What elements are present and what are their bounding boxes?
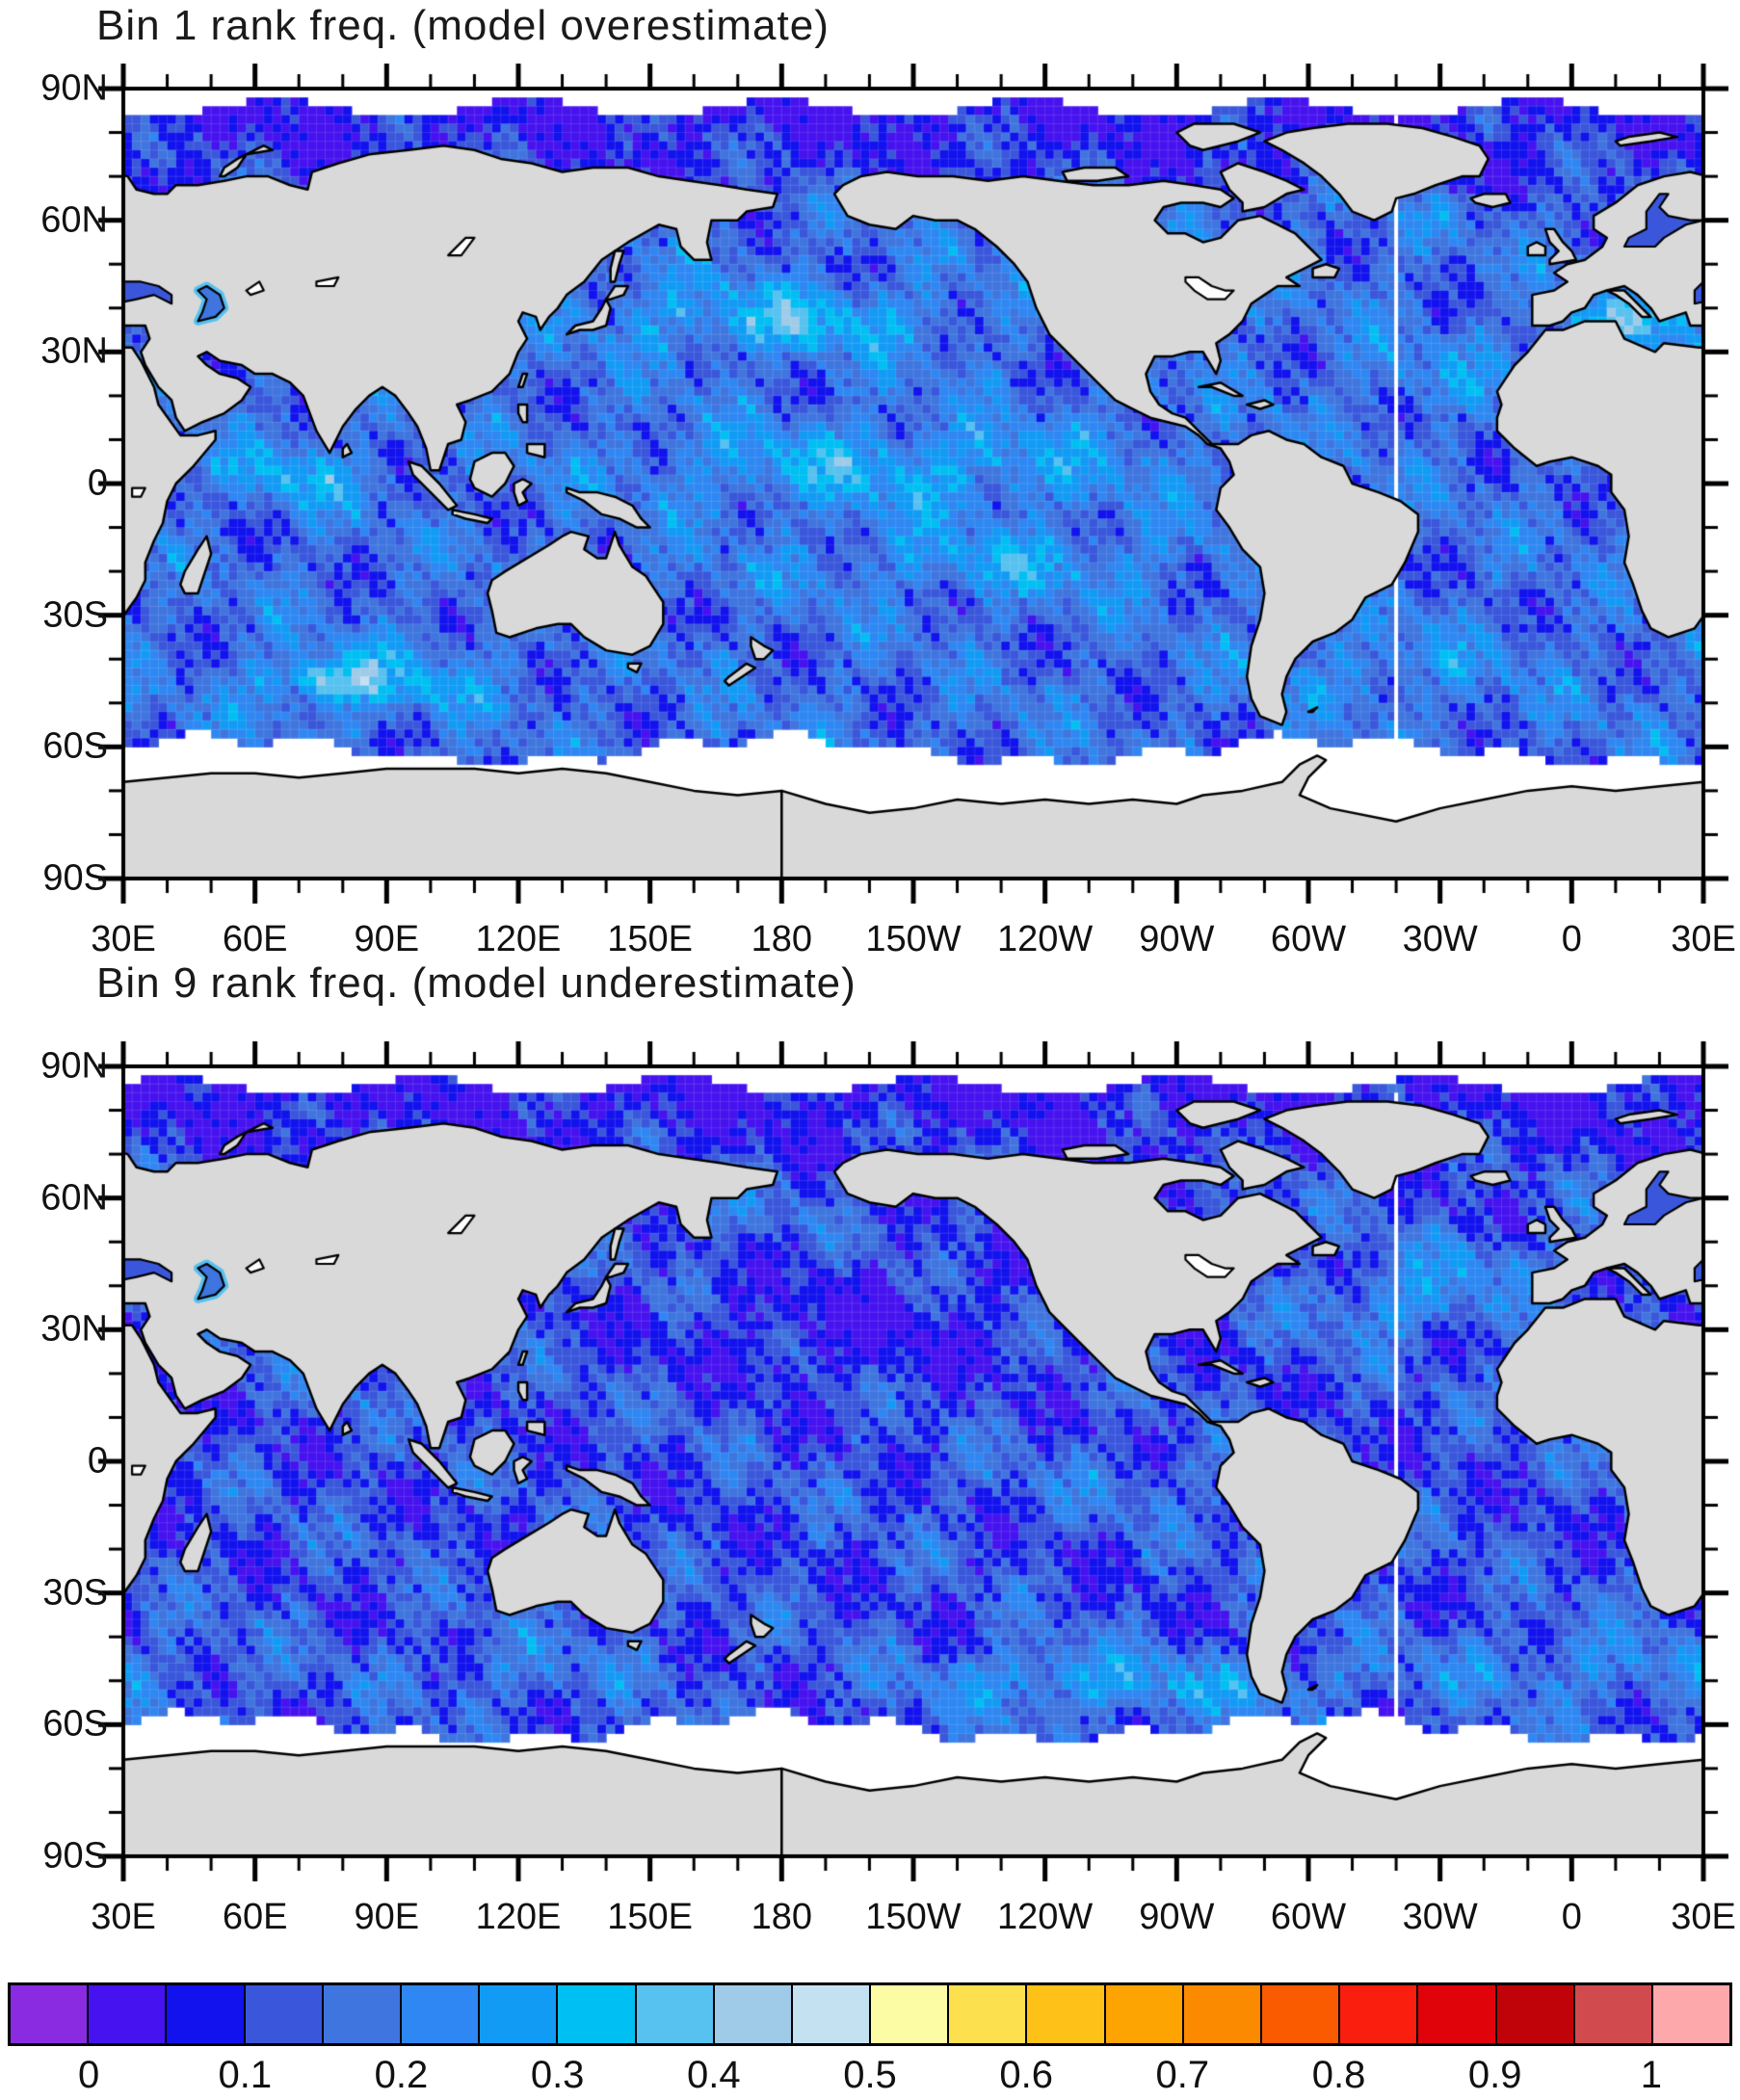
colorbar-cell <box>321 1985 400 2043</box>
colorbar-cell <box>1416 1985 1495 2043</box>
y-tick-label: 30N <box>40 1308 108 1350</box>
panel2-map-canvas <box>94 1037 1732 1885</box>
y-tick-label: 60N <box>40 199 108 241</box>
colorbar-cell <box>712 1985 791 2043</box>
colorbar-cell <box>634 1985 713 2043</box>
colorbar-cell <box>869 1985 948 2043</box>
x-tick-label: 60E <box>222 919 288 959</box>
colorbar-tick-label: 0.9 <box>1467 2054 1522 2096</box>
x-tick-label: 90E <box>354 1897 420 1937</box>
y-tick-label: 30S <box>42 1572 108 1614</box>
y-tick-label: 60S <box>42 725 108 767</box>
x-tick-label: 150W <box>865 1897 962 1937</box>
colorbar-cell <box>556 1985 635 2043</box>
x-tick-label: 90W <box>1139 1897 1215 1937</box>
y-tick-label: 30N <box>40 330 108 372</box>
colorbar-cell <box>1025 1985 1104 2043</box>
colorbar-tick-label: 0.4 <box>687 2054 741 2096</box>
colorbar-tick-label: 0.7 <box>1155 2054 1210 2096</box>
x-tick-label: 60W <box>1270 919 1347 959</box>
colorbar-tick-label: 0.6 <box>999 2054 1053 2096</box>
x-tick-label: 150W <box>865 919 962 959</box>
y-tick-label: 90S <box>42 857 108 899</box>
colorbar-cell <box>11 1985 88 2043</box>
y-tick-label: 30S <box>42 594 108 636</box>
colorbar-cell <box>1572 1985 1651 2043</box>
colorbar-cell <box>1181 1985 1260 2043</box>
x-tick-label: 120W <box>997 919 1094 959</box>
colorbar-cell <box>1260 1985 1339 2043</box>
x-tick-label: 30E <box>91 1897 156 1937</box>
panel2-title: Bin 9 rank freq. (model underestimate) <box>96 959 857 1007</box>
y-tick-label: 0 <box>87 462 108 504</box>
x-tick-label: 60E <box>222 1897 288 1937</box>
colorbar-cell <box>478 1985 557 2043</box>
colorbar-cell <box>87 1985 166 2043</box>
colorbar-cell <box>399 1985 479 2043</box>
x-tick-label: 180 <box>751 919 813 959</box>
y-tick-label: 90S <box>42 1835 108 1877</box>
colorbar-tick-label: 1 <box>1640 2054 1663 2096</box>
x-tick-label: 30E <box>1671 1897 1736 1937</box>
colorbar-cell <box>243 1985 322 2043</box>
x-tick-label: 0 <box>1561 1897 1582 1937</box>
panel1-map-canvas <box>94 60 1732 907</box>
x-tick-label: 30E <box>91 919 156 959</box>
x-tick-label: 0 <box>1561 919 1582 959</box>
colorbar-cell <box>1338 1985 1417 2043</box>
x-tick-label: 90W <box>1139 919 1215 959</box>
x-tick-label: 150E <box>607 919 694 959</box>
colorbar-cell <box>165 1985 244 2043</box>
y-tick-label: 90N <box>40 67 108 109</box>
colorbar-cell <box>947 1985 1026 2043</box>
colorbar-tick-label: 0 <box>77 2054 100 2096</box>
x-tick-label: 30W <box>1402 1897 1478 1937</box>
y-tick-label: 60N <box>40 1177 108 1219</box>
x-tick-label: 120E <box>475 1897 562 1937</box>
colorbar-tick-label: 0.1 <box>218 2054 273 2096</box>
colorbar-tick-label: 0.5 <box>843 2054 897 2096</box>
y-tick-label: 60S <box>42 1703 108 1745</box>
panel1-title: Bin 1 rank freq. (model overestimate) <box>96 2 830 49</box>
x-tick-label: 90E <box>354 919 420 959</box>
colorbar-cell <box>1650 1985 1730 2043</box>
colorbar-cell <box>790 1985 870 2043</box>
x-tick-label: 120E <box>475 919 562 959</box>
x-tick-label: 150E <box>607 1897 694 1937</box>
colorbar-cell <box>1103 1985 1182 2043</box>
y-tick-label: 0 <box>87 1440 108 1482</box>
colorbar-tick-label: 0.8 <box>1311 2054 1366 2096</box>
x-tick-label: 30W <box>1402 919 1478 959</box>
x-tick-label: 30E <box>1671 919 1736 959</box>
colorbar <box>8 1982 1732 2046</box>
y-tick-label: 90N <box>40 1045 108 1087</box>
x-tick-label: 180 <box>751 1897 813 1937</box>
x-tick-label: 120W <box>997 1897 1094 1937</box>
colorbar-tick-label: 0.3 <box>530 2054 585 2096</box>
colorbar-tick-label: 0.2 <box>374 2054 429 2096</box>
colorbar-cell <box>1494 1985 1573 2043</box>
x-tick-label: 60W <box>1270 1897 1347 1937</box>
